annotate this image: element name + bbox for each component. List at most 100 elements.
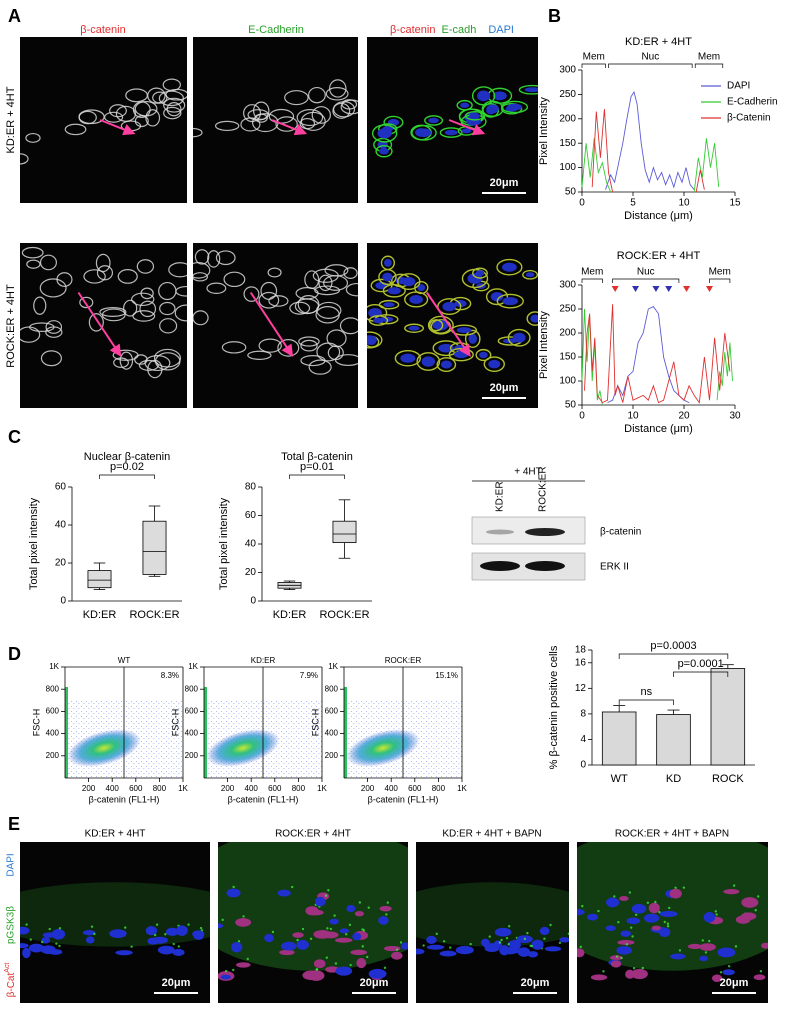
speck <box>242 915 245 918</box>
cell-outline <box>327 345 344 361</box>
nucleus <box>264 933 274 943</box>
blot-lane-label: KD:ER <box>495 481 506 512</box>
cell-outline <box>318 274 333 292</box>
speck <box>620 956 623 960</box>
cell-outline <box>194 249 210 265</box>
nucleus <box>531 939 544 950</box>
cell-outline <box>33 296 47 315</box>
nucleus <box>41 937 51 944</box>
speck <box>395 948 399 951</box>
nucleus <box>454 350 469 359</box>
nucleus <box>302 970 320 980</box>
speck <box>58 927 62 930</box>
nucleus <box>391 951 403 960</box>
cell-outline <box>416 352 441 371</box>
significance-label: ns <box>641 686 653 698</box>
nucleus <box>460 102 470 108</box>
cell-outline <box>378 269 397 285</box>
cell-outline <box>394 349 421 367</box>
nucleus <box>281 941 297 951</box>
nucleus <box>669 888 682 899</box>
speck <box>199 926 203 930</box>
annotation-bracket <box>709 278 731 283</box>
y-tick-label: 20 <box>245 567 257 578</box>
cell-outline <box>40 350 62 367</box>
cell-outline <box>518 84 538 95</box>
nucleus <box>176 925 188 936</box>
line-series <box>581 138 720 193</box>
nucleus <box>761 942 768 949</box>
x-tick-label: 0 <box>579 198 585 209</box>
x-tick-label: 600 <box>268 784 282 793</box>
nucleus <box>313 929 332 939</box>
speck <box>301 927 305 931</box>
density-plot <box>344 687 462 778</box>
nucleus <box>109 929 127 939</box>
nucleus <box>590 974 608 981</box>
cell-outline <box>207 250 221 268</box>
nucleus <box>488 359 501 369</box>
cell-outline <box>299 117 316 130</box>
nucleus <box>20 926 30 935</box>
x-tick-label: 800 <box>153 784 167 793</box>
speck <box>315 968 319 971</box>
nucleus <box>512 332 526 343</box>
nucleus <box>379 147 389 155</box>
speck <box>632 967 636 970</box>
speck <box>507 924 511 928</box>
nucleus <box>400 353 416 363</box>
nucleus <box>165 927 179 936</box>
x-tick-label: KD:ER <box>83 609 117 621</box>
chart-title: KD:ER <box>251 656 276 665</box>
cell-outline <box>165 88 187 101</box>
nucleus <box>587 913 599 921</box>
cell-outline <box>429 319 444 332</box>
y-axis-label: FSC-H <box>310 709 320 737</box>
speck <box>422 944 425 947</box>
axis-event-strip <box>344 687 347 778</box>
cell-outline <box>411 124 437 141</box>
y-axis-label: Total pixel intensity <box>218 497 230 590</box>
speck <box>498 941 502 944</box>
nucleus <box>530 314 538 323</box>
nucleus <box>368 968 387 979</box>
speck <box>361 945 364 948</box>
speck <box>701 939 704 942</box>
density-plot <box>65 687 183 778</box>
y-tick-label: 150 <box>559 138 576 149</box>
micrograph <box>20 842 210 1003</box>
speck <box>469 942 472 946</box>
cell-outline <box>311 106 331 124</box>
speck <box>654 900 657 904</box>
cell-outline <box>329 79 347 98</box>
speck <box>667 906 671 910</box>
legend-label: β-Catenin <box>727 113 771 124</box>
x-tick-label: 15 <box>729 198 741 209</box>
nucleus <box>456 327 472 334</box>
speck <box>523 937 527 941</box>
annotation-bracket <box>581 278 603 283</box>
y-tick-label: 50 <box>565 400 577 411</box>
cell-outline <box>39 278 67 298</box>
cell-outline <box>117 269 138 284</box>
speck <box>435 932 438 936</box>
cell-outline <box>485 288 509 306</box>
blot-lane-label: ROCK:ER <box>538 466 549 512</box>
speck <box>309 937 313 941</box>
nucleus <box>409 295 424 304</box>
cell-outline <box>367 331 383 349</box>
cell-outline <box>221 341 247 354</box>
nucleus <box>610 960 622 968</box>
tissue-haze <box>416 882 569 947</box>
y-tick-label: 300 <box>559 280 576 291</box>
speck <box>602 970 605 973</box>
blot-band <box>486 529 514 535</box>
nucleus <box>544 946 562 952</box>
nucleus <box>432 322 440 329</box>
nucleus <box>631 968 648 980</box>
significance-bracket <box>673 671 729 677</box>
channel-label-sup: Act <box>4 963 11 973</box>
cell-outline <box>163 106 182 120</box>
line-series <box>581 308 733 406</box>
y-tick-label: 250 <box>559 304 576 315</box>
